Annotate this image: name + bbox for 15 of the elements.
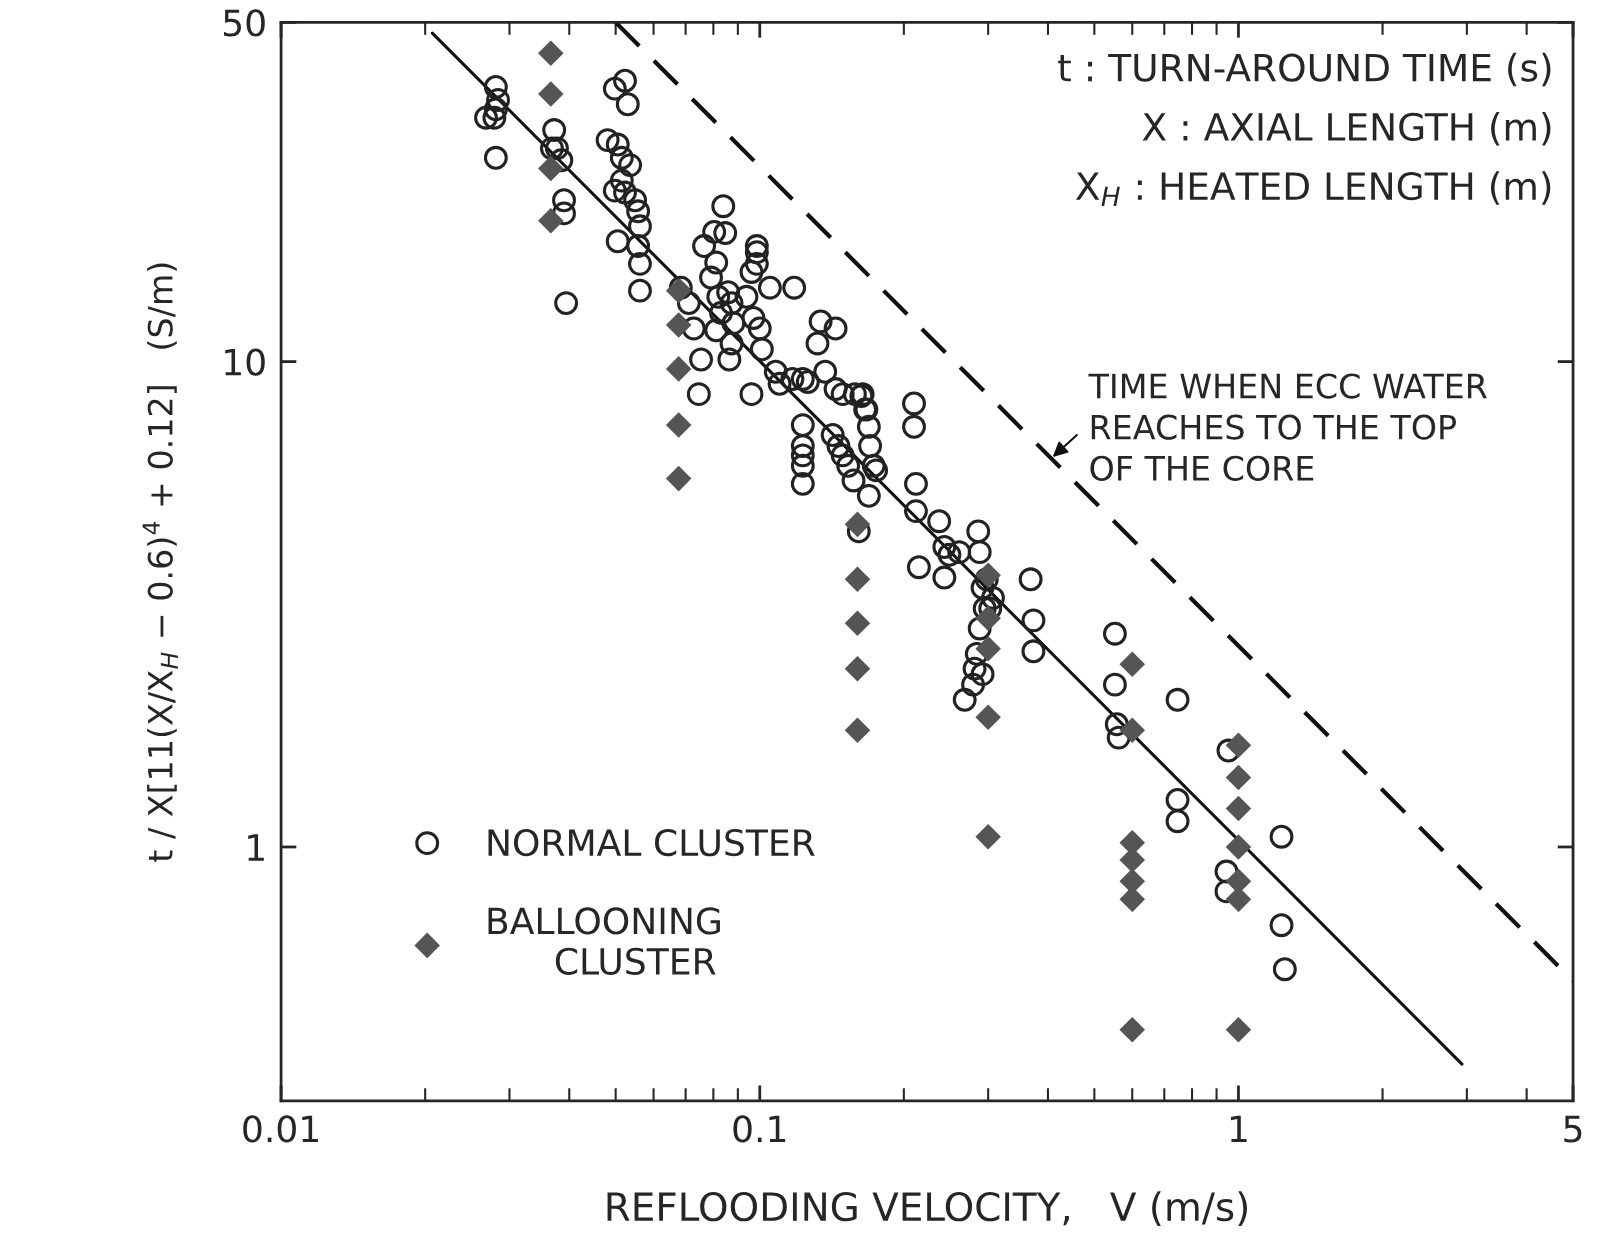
x-tick-label: 0.1 [733, 1115, 786, 1143]
annotation: t : TURN-AROUND TIME (s) [1058, 52, 1551, 87]
x-tick-label: 1 [1230, 1115, 1247, 1143]
x-axis-title: REFLOODING VELOCITY, V (m/s) [607, 1191, 1248, 1226]
annotation: X : AXIAL LENGTH (m) [1142, 112, 1551, 146]
annotation: TIME WHEN ECC WATER REACHES TO THE TOP OF THE CORE [1088, 373, 1487, 481]
y-tick-label: 1 [248, 834, 264, 861]
annotation: X$_{H}$ : HEATED LENGTH (m) [1075, 171, 1551, 206]
y-tick-label: 10 [225, 348, 265, 376]
legend-label: BALLOONING CLUSTER [488, 907, 720, 975]
y-tick-label: 50 [224, 9, 265, 37]
y-axis-title: t / X[11(X/X$_{H}$ − 0.6)$^{4}$ + 0.12] (S/m) [142, 263, 178, 862]
x-tick-label: 5 [1564, 1115, 1582, 1143]
legend-label: NORMAL CLUSTER [488, 828, 815, 857]
x-tick-label: 0.01 [243, 1115, 318, 1143]
